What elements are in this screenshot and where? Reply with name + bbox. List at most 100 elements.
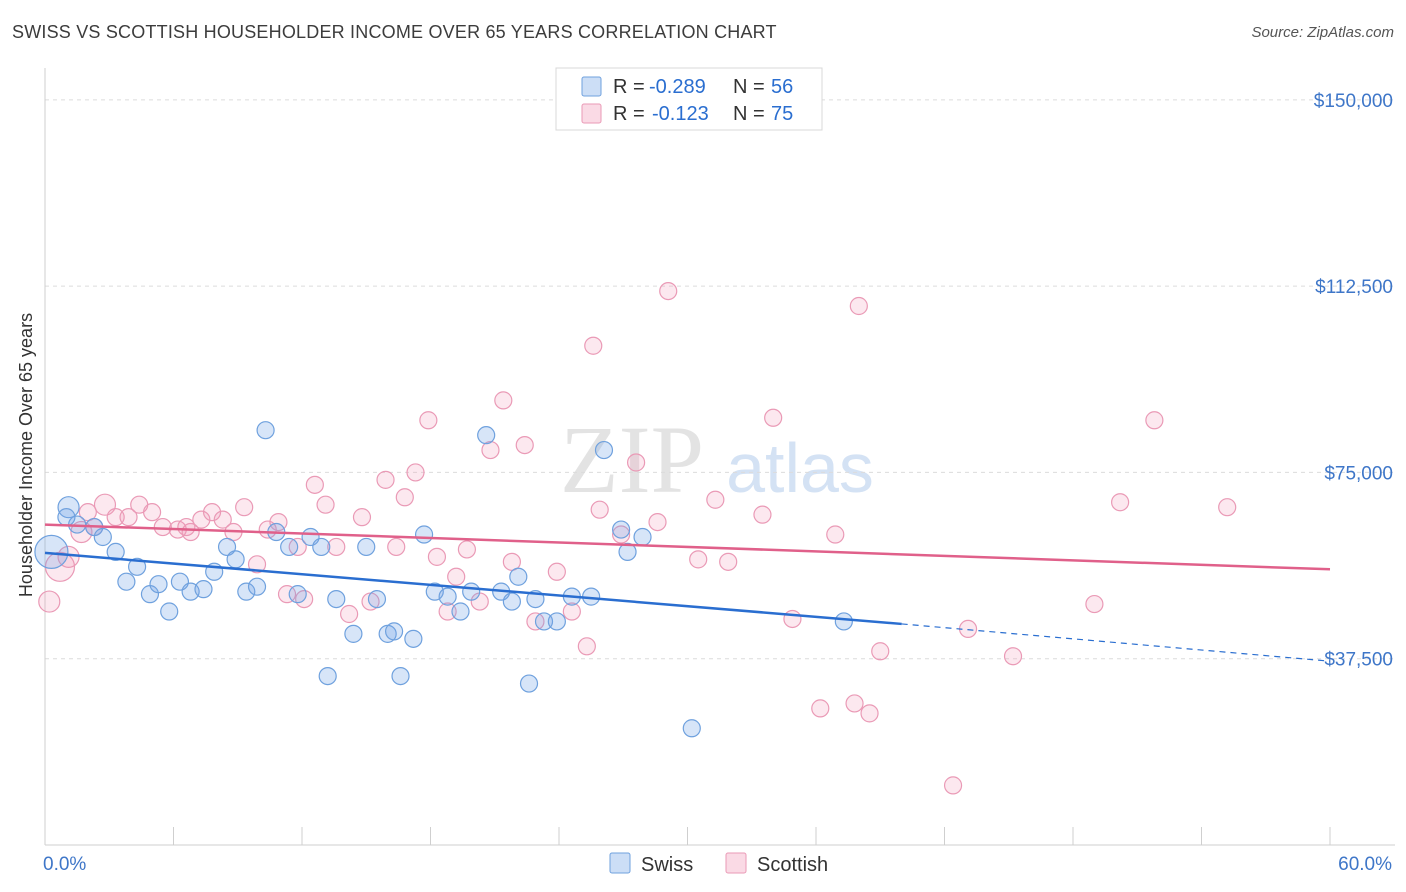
swiss-point	[160, 602, 179, 621]
swiss-point	[534, 612, 554, 631]
scottish-point	[395, 488, 414, 507]
scottish-legend-swatch-bottom	[725, 852, 747, 874]
scottish-point	[1085, 594, 1104, 614]
swiss-legend-swatch	[581, 76, 602, 97]
y-tick-label: $150,000	[1314, 91, 1393, 112]
scottish-point	[562, 602, 581, 621]
scottish-point	[202, 503, 222, 522]
swiss-point	[547, 612, 566, 631]
scottish-point	[192, 510, 211, 529]
swiss-point	[451, 602, 470, 621]
swiss-n-value: 56	[771, 76, 793, 98]
scottish-point	[447, 567, 466, 586]
scottish-point	[811, 699, 830, 718]
swiss-point	[217, 537, 237, 557]
scottish-point	[277, 585, 297, 604]
swiss-point	[519, 674, 539, 693]
swiss-point	[127, 557, 147, 576]
scottish-legend-swatch	[581, 103, 602, 124]
scottish-point	[719, 552, 738, 571]
swiss-point	[34, 534, 69, 570]
x-tick-label-min: 0.0%	[43, 854, 86, 875]
scottish-point	[753, 505, 772, 524]
scottish-point	[659, 281, 678, 301]
scottish-point	[376, 470, 395, 489]
scottish-point	[590, 500, 609, 519]
y-tick-label: $37,500	[1324, 650, 1393, 671]
scottish-point	[547, 562, 566, 581]
swiss-r-label: R =	[613, 76, 645, 98]
swiss-point	[357, 537, 376, 557]
scottish-point	[494, 391, 513, 410]
scottish-point	[177, 517, 196, 537]
scottish-point	[106, 508, 125, 527]
swiss-point	[312, 537, 331, 557]
swiss-trend-line	[44, 551, 902, 626]
y-tick-label: $112,500	[1315, 277, 1393, 298]
scottish-trend-line	[44, 523, 1331, 571]
swiss-point	[226, 550, 245, 569]
scottish-point	[577, 637, 596, 656]
scottish-point	[419, 411, 438, 430]
scottish-point	[612, 525, 631, 544]
scottish-point	[38, 590, 61, 613]
swiss-point	[834, 612, 853, 631]
scottish-n-value: 75	[771, 103, 793, 125]
scottish-point	[119, 508, 138, 527]
scottish-point	[142, 503, 162, 522]
swiss-trend-extension	[901, 623, 1331, 662]
scottish-n-label: N =	[733, 103, 765, 125]
scottish-point	[943, 776, 963, 795]
x-tick-label-max: 60.0%	[1338, 854, 1392, 875]
scottish-point	[860, 704, 879, 723]
trend-lines	[44, 523, 1331, 662]
scottish-point	[316, 495, 335, 514]
scottish-point	[305, 475, 324, 494]
swiss-point	[391, 666, 410, 686]
swiss-point	[384, 622, 404, 641]
gridlines	[45, 99, 1395, 660]
swiss-legend-label: Swiss	[641, 854, 693, 876]
scottish-legend-label: Scottish	[757, 854, 828, 876]
swiss-point	[509, 567, 528, 586]
swiss-point	[318, 666, 337, 686]
scottish-point	[481, 440, 500, 460]
scottish-r-label: R =	[613, 103, 645, 125]
series-legend: Swiss Scottish	[609, 852, 828, 876]
swiss-point	[106, 542, 125, 562]
swiss-point	[194, 580, 213, 599]
swiss-point	[93, 527, 112, 547]
swiss-n-label: N =	[733, 76, 765, 98]
swiss-point	[462, 582, 481, 601]
swiss-point	[594, 440, 614, 460]
scottish-point	[406, 463, 425, 482]
watermark-atlas: atlas	[726, 429, 874, 507]
scottish-points	[38, 281, 1237, 795]
correlation-legend: R = -0.289 N = 56 R = -0.123 N = 75	[555, 67, 823, 131]
swiss-point	[367, 589, 387, 609]
scottish-point	[689, 550, 708, 569]
swiss-point	[256, 421, 275, 440]
scottish-point	[783, 609, 802, 629]
swiss-point	[247, 577, 267, 596]
swiss-point	[414, 525, 434, 544]
scottish-point	[515, 435, 534, 455]
scottish-point	[340, 604, 359, 624]
swiss-point	[404, 629, 423, 648]
swiss-point	[477, 426, 496, 445]
scottish-r-value: -0.123	[652, 103, 709, 125]
y-tick-label: $75,000	[1324, 463, 1393, 484]
swiss-r-value: -0.289	[649, 76, 706, 98]
scottish-point	[213, 510, 232, 529]
watermark-zip: ZIP	[560, 406, 704, 513]
y-tick-labels: $37,500 $75,000 $112,500 $150,000	[1314, 91, 1393, 671]
scottish-point	[845, 694, 864, 713]
scottish-point	[706, 490, 725, 509]
scottish-point	[849, 296, 868, 316]
swiss-point	[344, 624, 363, 643]
swiss-point	[327, 589, 346, 609]
scottish-point	[153, 517, 172, 537]
scottish-point	[764, 408, 783, 427]
y-axis-title: Householder Income Over 65 years	[16, 313, 36, 597]
